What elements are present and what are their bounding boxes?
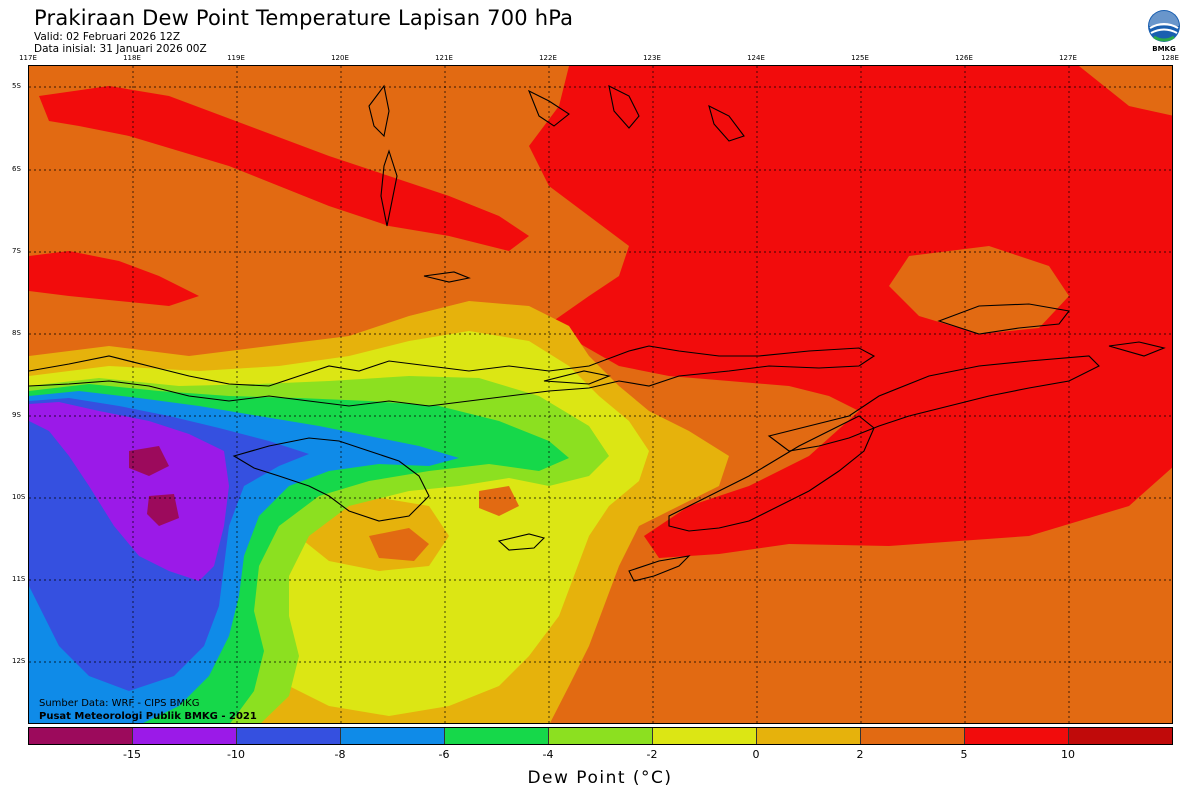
colorbar-tick: -15 [123, 748, 141, 761]
lat-label: 8S [12, 329, 21, 337]
field-orange-patch [369, 528, 429, 561]
lon-label: 120E [331, 54, 349, 62]
lon-label: 123E [643, 54, 661, 62]
field-red-east [529, 66, 1172, 558]
lat-label: 7S [12, 247, 21, 255]
colorbar-segment [341, 728, 445, 744]
colorbar-segment [757, 728, 861, 744]
field-orange-patch [889, 246, 1069, 334]
colorbar [28, 727, 1173, 745]
colorbar-tick: -4 [542, 748, 554, 761]
colorbar-tick: 0 [752, 748, 760, 761]
lat-label: 12S [12, 657, 26, 665]
coastlines [29, 84, 1166, 582]
field-red-west [39, 86, 529, 251]
publisher-credit: Pusat Meteorologi Publik BMKG - 2021 [39, 711, 257, 722]
colorbar-segment [133, 728, 237, 744]
colorbar-label: Dew Point (°C) [527, 768, 673, 788]
field-orange-patch [479, 486, 519, 516]
field-red-west [29, 251, 199, 306]
colorbar-tick: -8 [334, 748, 346, 761]
field-magenta [147, 494, 179, 526]
map-title: Prakiraan Dew Point Temperature Lapisan … [34, 6, 574, 30]
colorbar-tick: 5 [960, 748, 968, 761]
colorbar-tick: -6 [438, 748, 450, 761]
lat-label: 11S [12, 575, 26, 583]
lon-label: 126E [955, 54, 973, 62]
valid-time: Valid: 02 Februari 2026 12Z [34, 31, 181, 43]
colorbar-tick: -2 [646, 748, 658, 761]
colorbar-tick: 2 [856, 748, 864, 761]
lon-label: 117E [19, 54, 37, 62]
lon-label: 127E [1059, 54, 1077, 62]
colorbar-segment [653, 728, 757, 744]
logo-label: BMKG [1152, 45, 1176, 53]
lon-label: 119E [227, 54, 245, 62]
bmkg-logo-icon [1148, 10, 1180, 42]
colorbar-segment [445, 728, 549, 744]
field-purple [29, 402, 229, 581]
graticule [29, 66, 1172, 723]
colorbar-ticks: -15 -10 -8 -6 -4 -2 0 2 5 10 [28, 748, 1173, 764]
map-canvas: Sumber Data: WRF - CIPS BMKG Pusat Meteo… [29, 66, 1172, 723]
colorbar-tick: -10 [227, 748, 245, 761]
longitude-labels: 117E 118E 119E 120E 121E 122E 123E 124E … [0, 54, 1200, 64]
lon-label: 118E [123, 54, 141, 62]
dew-point-map[interactable]: Sumber Data: WRF - CIPS BMKG Pusat Meteo… [28, 65, 1173, 724]
colorbar-segment [861, 728, 965, 744]
init-time: Data inisial: 31 Januari 2026 00Z [34, 43, 207, 55]
lat-label: 6S [12, 165, 21, 173]
colorbar-segment [29, 728, 133, 744]
lat-label: 10S [12, 493, 26, 501]
lon-label: 124E [747, 54, 765, 62]
lat-label: 5S [12, 82, 21, 90]
colorbar-tick: 10 [1061, 748, 1075, 761]
colorbar-segment [965, 728, 1069, 744]
lon-label: 125E [851, 54, 869, 62]
colorbar-segment [237, 728, 341, 744]
lat-label: 9S [12, 411, 21, 419]
field-orange-patch [1079, 66, 1172, 116]
lon-label: 128E [1161, 54, 1179, 62]
colorbar-segment [549, 728, 653, 744]
lon-label: 122E [539, 54, 557, 62]
field-magenta [129, 446, 169, 476]
lon-label: 121E [435, 54, 453, 62]
data-source: Sumber Data: WRF - CIPS BMKG [39, 698, 199, 709]
colorbar-segment [1069, 728, 1172, 744]
